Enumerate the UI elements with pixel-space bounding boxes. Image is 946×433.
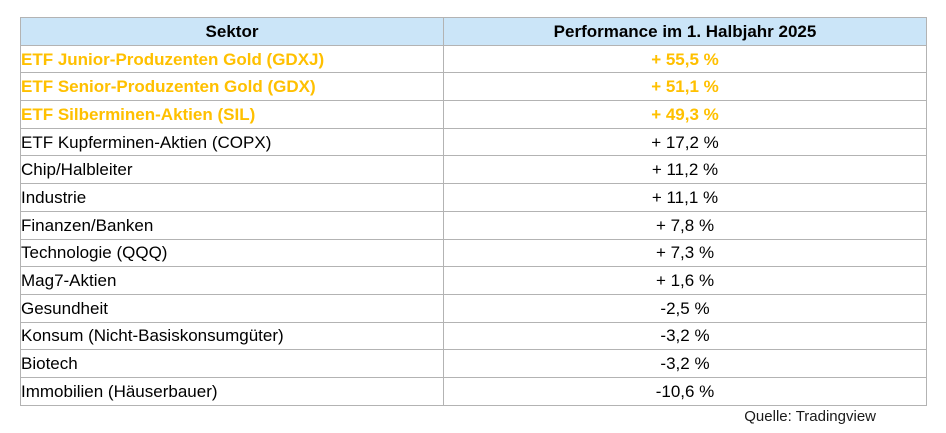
performance-cell: -2,5 % (443, 293, 927, 323)
table-header: Sektor Performance im 1. Halbjahr 2025 (20, 17, 927, 46)
table-row: Chip/Halbleiter + 11,2 % (20, 155, 927, 185)
performance-cell: + 55,5 % (443, 44, 927, 74)
table-row: ETF Senior-Produzenten Gold (GDX) + 51,1 … (20, 72, 927, 102)
sektor-cell: Biotech (20, 349, 444, 378)
sektor-cell: ETF Senior-Produzenten Gold (GDX) (20, 72, 444, 102)
sektor-cell: Immobilien (Häuserbauer) (20, 376, 444, 406)
performance-cell: + 49,3 % (443, 100, 927, 129)
header-row: Sektor Performance im 1. Halbjahr 2025 (20, 17, 927, 46)
table-row: Biotech -3,2 % (20, 349, 927, 378)
performance-cell: + 7,8 % (443, 210, 927, 240)
table-row: Mag7-Aktien + 1,6 % (20, 266, 927, 295)
table-row: Finanzen/Banken + 7,8 % (20, 210, 927, 240)
performance-cell: -10,6 % (443, 376, 927, 406)
performance-cell: + 1,6 % (443, 266, 927, 295)
performance-cell: -3,2 % (443, 321, 927, 351)
sektor-cell: ETF Kupferminen-Aktien (COPX) (20, 127, 444, 157)
sektor-cell: ETF Silberminen-Aktien (SIL) (20, 100, 444, 129)
sector-performance-table: Sektor Performance im 1. Halbjahr 2025 E… (20, 17, 927, 406)
sektor-cell: Gesundheit (20, 293, 444, 323)
table-row: Industrie + 11,1 % (20, 183, 927, 212)
table-row: ETF Junior-Produzenten Gold (GDXJ) + 55,5… (20, 44, 927, 74)
column-header-sektor: Sektor (20, 17, 444, 46)
performance-cell: -3,2 % (443, 349, 927, 378)
sektor-cell: Konsum (Nicht-Basiskonsumgüter) (20, 321, 444, 351)
table-row: Konsum (Nicht-Basiskonsumgüter) -3,2 % (20, 321, 927, 351)
sektor-cell: Industrie (20, 183, 444, 212)
performance-cell: + 11,1 % (443, 183, 927, 212)
column-header-performance: Performance im 1. Halbjahr 2025 (443, 17, 927, 46)
sektor-cell: Finanzen/Banken (20, 210, 444, 240)
table-row: Immobilien (Häuserbauer) -10,6 % (20, 376, 927, 406)
performance-cell: + 51,1 % (443, 72, 927, 102)
sektor-cell: Chip/Halbleiter (20, 155, 444, 185)
sektor-cell: Mag7-Aktien (20, 266, 444, 295)
table-row: ETF Silberminen-Aktien (SIL) + 49,3 % (20, 100, 927, 129)
table-row: Technologie (QQQ) + 7,3 % (20, 238, 927, 268)
performance-cell: + 17,2 % (443, 127, 927, 157)
table-body: ETF Junior-Produzenten Gold (GDXJ) + 55,5… (20, 44, 927, 406)
performance-cell: + 11,2 % (443, 155, 927, 185)
performance-cell: + 7,3 % (443, 238, 927, 268)
sektor-cell: ETF Junior-Produzenten Gold (GDXJ) (20, 44, 444, 74)
table-row: ETF Kupferminen-Aktien (COPX) + 17,2 % (20, 127, 927, 157)
source-caption: Quelle: Tradingview (744, 408, 876, 425)
sektor-cell: Technologie (QQQ) (20, 238, 444, 268)
table-row: Gesundheit -2,5 % (20, 293, 927, 323)
